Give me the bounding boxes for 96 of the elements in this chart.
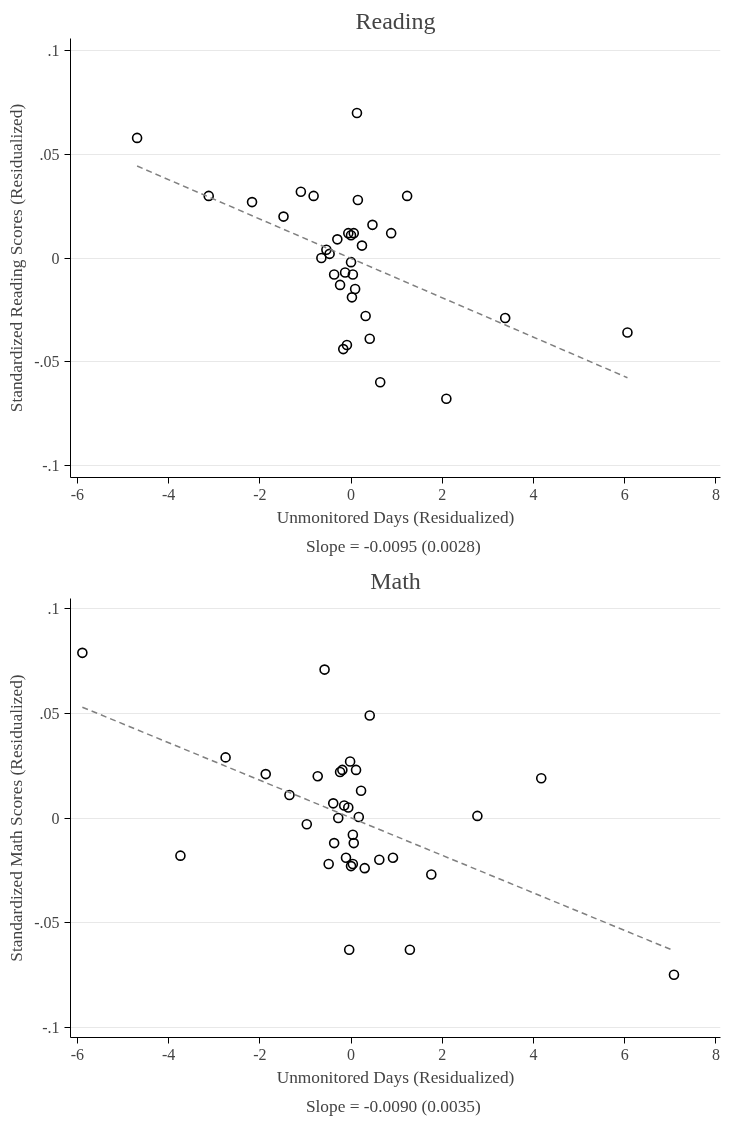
point xyxy=(328,269,340,280)
point xyxy=(328,837,340,849)
point xyxy=(347,269,359,280)
point xyxy=(316,252,327,264)
point xyxy=(332,812,344,824)
point xyxy=(356,240,368,251)
point xyxy=(353,811,365,823)
point xyxy=(342,802,354,813)
point xyxy=(367,219,378,231)
point xyxy=(401,190,413,202)
x-tick-label: -6 xyxy=(70,485,85,503)
x-tick-label: 4 xyxy=(529,485,538,503)
x-tick-label: 8 xyxy=(711,485,720,503)
x-tick-label: -4 xyxy=(161,1045,176,1063)
point xyxy=(321,244,332,256)
y-tick-label: -.1 xyxy=(42,456,60,474)
x-tick-label: 0 xyxy=(347,485,356,503)
point xyxy=(131,132,143,144)
point xyxy=(327,798,339,809)
point xyxy=(441,393,452,405)
point xyxy=(347,829,359,841)
x-tick-label: 6 xyxy=(620,1045,629,1063)
y-axis-title: Standardized Reading Scores (Residualized) xyxy=(7,103,27,413)
point xyxy=(359,862,371,874)
x-axis-title: Unmonitored Days (Residualized) xyxy=(276,507,515,527)
point xyxy=(345,256,357,268)
x-tick-label: -2 xyxy=(253,1045,267,1063)
y-tick-label: -.05 xyxy=(34,914,60,932)
point xyxy=(260,768,272,780)
text: Slope = -0.0090 (0.0035) xyxy=(305,1096,481,1116)
point xyxy=(301,818,313,830)
x-tick-label: 6 xyxy=(620,485,629,503)
y-tick-label: .05 xyxy=(39,704,60,722)
point xyxy=(284,789,295,801)
y-tick-label: .05 xyxy=(39,145,60,163)
point xyxy=(203,190,215,202)
point xyxy=(364,333,376,345)
point xyxy=(77,647,88,659)
point xyxy=(343,944,355,955)
point xyxy=(175,850,186,861)
point xyxy=(387,852,399,864)
x-axis-title: Unmonitored Days (Residualized) xyxy=(276,1067,515,1087)
point xyxy=(346,292,358,303)
point xyxy=(340,852,352,864)
chart-title: Reading xyxy=(355,7,436,34)
y-tick-label: 0 xyxy=(51,809,60,827)
point xyxy=(344,756,356,767)
x-tick-label: 8 xyxy=(711,1045,720,1063)
point xyxy=(385,227,397,239)
point xyxy=(622,327,633,338)
y-axis-title: Standardized Math Scores (Residualized) xyxy=(7,674,27,962)
point xyxy=(334,279,346,291)
point xyxy=(339,267,351,278)
x-tick-label: 2 xyxy=(438,485,447,503)
x-tick-label: -2 xyxy=(253,485,267,503)
point xyxy=(312,770,324,782)
point xyxy=(535,772,547,784)
y-tick-label: 0 xyxy=(51,249,60,267)
point xyxy=(668,969,680,981)
point xyxy=(278,211,289,222)
point xyxy=(319,664,330,675)
point xyxy=(246,196,258,208)
point xyxy=(404,944,416,955)
x-tick-label: 4 xyxy=(529,1045,538,1063)
x-tick-label: -4 xyxy=(161,485,176,503)
point xyxy=(374,854,385,866)
point xyxy=(355,785,367,797)
point xyxy=(338,800,350,811)
point xyxy=(324,248,335,260)
point xyxy=(499,312,511,324)
x-tick-label: 0 xyxy=(347,1045,356,1063)
point xyxy=(351,107,363,119)
y-tick-label: -.05 xyxy=(34,353,60,371)
point xyxy=(337,343,349,355)
point xyxy=(349,283,361,295)
point xyxy=(364,710,376,721)
x-tick-label: 2 xyxy=(438,1045,447,1063)
point xyxy=(308,190,319,202)
point xyxy=(374,376,386,388)
point xyxy=(295,186,307,198)
point xyxy=(426,869,437,880)
y-tick-label: .1 xyxy=(47,42,60,60)
point xyxy=(472,810,483,822)
point xyxy=(220,752,231,763)
point xyxy=(341,339,353,351)
point xyxy=(352,194,364,206)
y-tick-label: .1 xyxy=(47,600,60,618)
text: Slope = -0.0095 (0.0028) xyxy=(305,536,481,556)
point xyxy=(332,234,343,245)
point xyxy=(350,764,362,776)
y-tick-label: -.1 xyxy=(42,1018,60,1036)
point xyxy=(360,310,371,322)
x-tick-label: -6 xyxy=(70,1045,85,1063)
chart-title: Math xyxy=(370,567,421,594)
point xyxy=(323,858,334,870)
point xyxy=(348,837,360,849)
